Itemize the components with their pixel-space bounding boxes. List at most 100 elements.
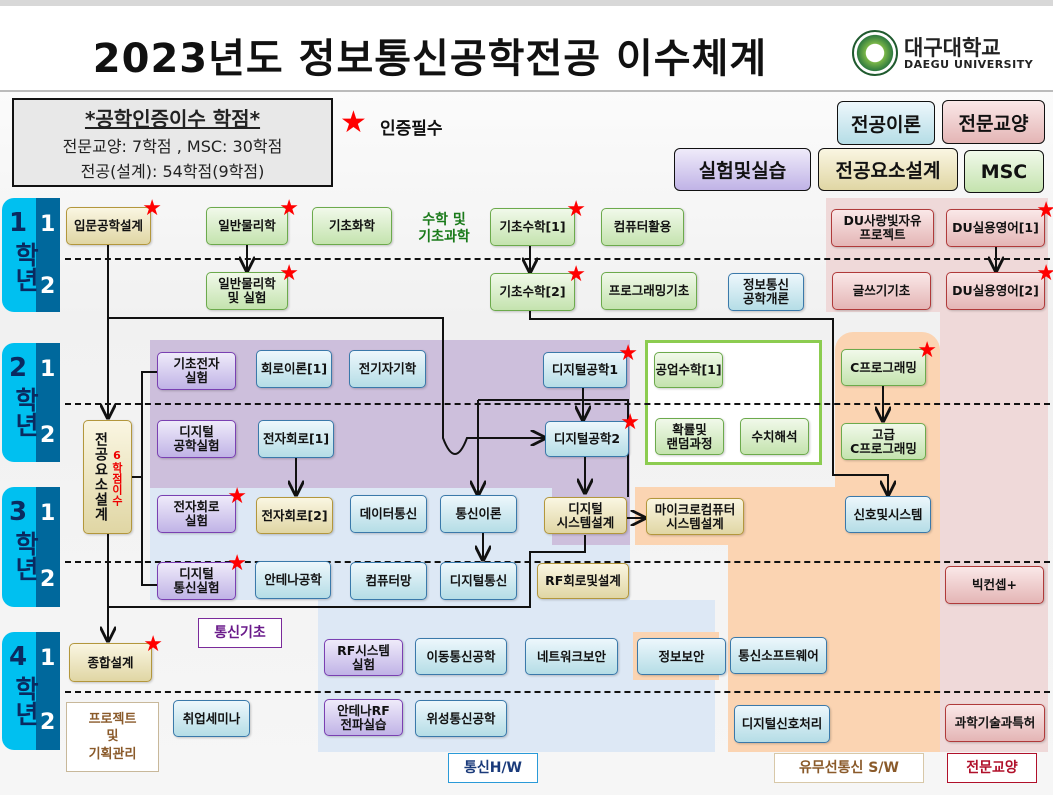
- course-major-design-elements: 전공요소설계 6학점이수: [83, 420, 132, 534]
- major-design-label: 전공요소설계: [92, 432, 109, 522]
- comm-hw-label: 통신H/W: [448, 753, 538, 783]
- course-data-comm: 데이터통신: [350, 495, 427, 533]
- semester-2: 2: [40, 274, 56, 299]
- comm-sw-label: 유무선통신 S/W: [774, 753, 924, 783]
- course-microcomputer-design: 마이크로컴퓨터 시스템설계: [646, 498, 744, 535]
- top-strip: [0, 0, 1053, 6]
- course-du-project: DU사랑빛자유 프로젝트: [831, 209, 934, 247]
- course-eng-math-1: 공업수학[1]: [654, 352, 723, 388]
- year-unit: 학년: [11, 531, 40, 581]
- course-basic-electronics-lab: 기초전자 실험: [157, 352, 236, 390]
- semester-2: 2: [40, 567, 56, 592]
- required-star-icon: ★: [227, 484, 247, 509]
- course-electronic-circuits-1: 전자회로[1]: [258, 420, 334, 458]
- course-signals-systems: 신호및시스템: [845, 496, 931, 533]
- year-number: 3: [9, 497, 28, 527]
- comm-basics-label: 통신기초: [198, 618, 282, 648]
- course-comm-theory: 통신이론: [440, 495, 517, 533]
- required-star-icon: ★: [279, 261, 299, 286]
- course-basic-math-2: 기초수학[2] ★: [490, 264, 586, 311]
- lab-bracket: [132, 371, 157, 586]
- required-star-icon: ★: [1036, 198, 1053, 223]
- semester-2: 2: [40, 423, 56, 448]
- year-1-label: 1 학년 1 2: [2, 198, 60, 312]
- logo-english-text: DAEGU UNIVERSITY: [904, 58, 1034, 71]
- math-science-label: 수학 및 기초과학: [418, 212, 470, 245]
- course-rf-circuit-design: RF회로및설계: [537, 563, 629, 599]
- course-du-english-1: DU실용영어[1] ★: [946, 200, 1053, 247]
- course-basic-chemistry: 기초화학: [312, 207, 392, 245]
- course-numerical-analysis: 수치해석: [740, 418, 809, 455]
- semester-2: 2: [40, 710, 56, 735]
- page-title: 2023년도 정보통신공학전공 이수체계: [92, 36, 768, 82]
- year-3-label: 3 학년 1 2: [2, 487, 60, 607]
- course-c-programming: C프로그래밍 ★: [841, 340, 937, 386]
- region-sw: [835, 332, 940, 752]
- course-du-english-2: DU실용영어[2] ★: [946, 263, 1053, 310]
- course-antenna-rf-lab: 안테나RF 전파실습: [324, 699, 403, 736]
- course-electronic-circuits-lab: 전자회로 실험 ★: [157, 486, 247, 533]
- semester-divider: [65, 403, 1050, 405]
- course-digital-system-design: 디지털 시스템설계: [544, 497, 627, 534]
- credits-summary: *공학인증이수 학점* 전문교양: 7학점 , MSC: 30학점 전공(설계)…: [12, 98, 333, 187]
- required-star-icon: ★: [279, 196, 299, 221]
- course-electromagnetics: 전기자기학: [349, 350, 426, 388]
- required-legend-label: 인증필수: [380, 119, 443, 139]
- project-management-label: 프로젝트 및 기획관리: [66, 702, 159, 772]
- course-digital-comm: 디지털통신: [440, 562, 517, 600]
- required-star-icon: ★: [917, 338, 937, 363]
- course-mobile-comm: 이동통신공학: [415, 638, 507, 675]
- course-rf-system-lab: RF시스템 실험: [324, 639, 403, 676]
- year-number: 4: [9, 642, 28, 672]
- university-emblem-icon: [852, 30, 898, 76]
- course-science-patent: 과학기술과특허: [945, 704, 1045, 742]
- legend-design: 전공요소설계: [818, 148, 958, 191]
- semester-divider: [65, 258, 1050, 260]
- course-advanced-c: 고급 C프로그래밍: [841, 423, 926, 460]
- required-star-icon: ★: [1036, 261, 1053, 286]
- course-programming-basics: 프로그래밍기초: [601, 272, 697, 310]
- credits-line: 전문교양: 7학점 , MSC: 30학점: [62, 137, 283, 156]
- required-star-icon: ★: [143, 632, 163, 657]
- course-info-security: 정보보안: [637, 638, 726, 675]
- required-star-icon: ★: [227, 551, 247, 576]
- required-star-icon: ★: [142, 196, 162, 221]
- semester-1: 1: [40, 646, 56, 671]
- required-star-icon: ★: [566, 197, 586, 222]
- arrow: [108, 317, 545, 455]
- course-career-seminar: 취업세미나: [173, 700, 250, 737]
- legend-lab: 실험및실습: [674, 148, 811, 191]
- course-probability: 확률및 랜덤과정: [655, 418, 724, 455]
- course-digital-eng-2: 디지털공학2 ★: [545, 412, 640, 457]
- course-digital-comm-lab: 디지털 통신실험 ★: [157, 553, 247, 600]
- course-ict-intro: 정보통신 공학개론: [728, 273, 804, 311]
- course-dsp: 디지털신호처리: [734, 705, 830, 743]
- semester-divider: [65, 561, 1050, 563]
- required-star-icon: ★: [620, 410, 640, 435]
- course-satellite-comm: 위성통신공학: [415, 700, 507, 737]
- design-credit-note: 6학점이수: [110, 448, 124, 506]
- course-general-physics: 일반물리학 ★: [206, 198, 299, 245]
- course-capstone-design: 종합설계 ★: [69, 634, 163, 682]
- year-2-label: 2 학년 1 2: [2, 343, 60, 462]
- credits-heading: *공학인증이수 학점*: [84, 107, 261, 131]
- legend-msc: MSC: [964, 150, 1044, 193]
- semester-1: 1: [40, 357, 56, 382]
- logo-korean-text: 대구대학교: [904, 36, 1001, 60]
- credits-line: 전공(설계): 54학점(9학점): [80, 162, 265, 181]
- required-star-icon: ★: [618, 341, 638, 366]
- course-basic-math-1: 기초수학[1] ★: [490, 199, 586, 246]
- general-label: 전문교양: [947, 753, 1037, 783]
- course-digital-eng-1: 디지털공학1 ★: [543, 343, 638, 388]
- year-number: 1: [9, 208, 28, 238]
- course-digital-eng-lab: 디지털 공학실험: [157, 420, 236, 458]
- semester-1: 1: [40, 501, 56, 526]
- legend-general: 전문교양: [942, 100, 1045, 144]
- course-physics-lab: 일반물리학 및 실험 ★: [206, 263, 299, 310]
- year-unit: 학년: [11, 387, 40, 437]
- legend-theory: 전공이론: [837, 101, 935, 145]
- arrow: [478, 399, 629, 497]
- required-star-icon: ★: [566, 262, 586, 287]
- semester-1: 1: [40, 212, 56, 237]
